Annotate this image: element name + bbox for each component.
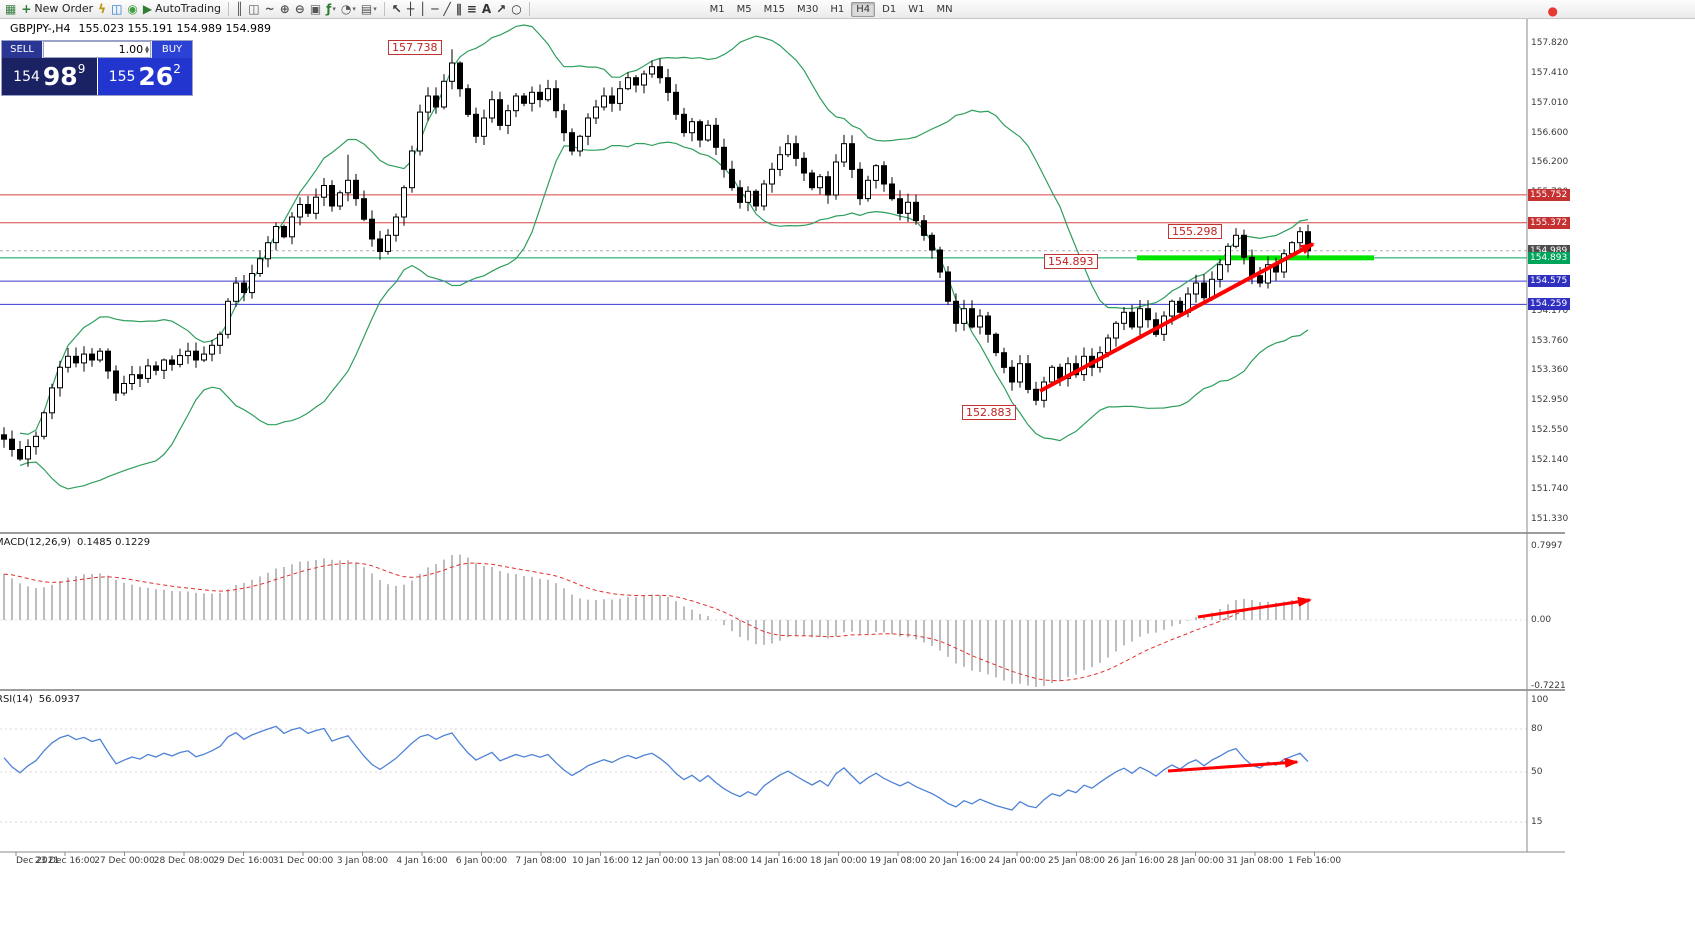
vertical-line-icon[interactable]: │ — [417, 1, 428, 17]
community-icon[interactable]: ◉ — [125, 1, 139, 17]
dropdown-caret-icon[interactable]: ▾ — [352, 5, 356, 13]
panel-frame — [0, 19, 1565, 856]
fibonacci-icon[interactable]: ≡ — [465, 1, 479, 17]
toolbar-right: ● — [1546, 0, 1560, 19]
dropdown-caret-icon[interactable]: ▾ — [332, 5, 336, 13]
bar-chart-icon[interactable]: ║ — [234, 1, 245, 17]
sell-price-sup: 9 — [77, 62, 86, 76]
new-order-button-glyph: + — [21, 2, 32, 16]
periods-icon[interactable]: ◔ ▾ — [339, 1, 358, 17]
zoom-in-icon[interactable]: ⊕ — [278, 1, 292, 17]
new-chart-glyph: ▦ — [5, 2, 17, 16]
zoom-out-icon[interactable]: ⊖ — [293, 1, 307, 17]
autotrading-button-label: AutoTrading — [155, 2, 222, 15]
experts-glyph: ϟ — [98, 2, 107, 16]
volume-value: 1.00 — [118, 43, 144, 56]
toolbar-items: ▦ + New Order ϟ ◫ ◉ ▶ AutoTrading ║ ◫ ~ ⊕ ⊖ ▣ ƒ ▾ ◔ ▾ ▤ ▾ ↖ ┼… — [3, 1, 534, 17]
new-order-button-label: New Order — [34, 2, 94, 15]
crosshair-glyph: ┼ — [406, 2, 415, 16]
support-resistance-lines[interactable] — [0, 194, 1527, 305]
trendline-glyph: ╱ — [443, 2, 451, 16]
tile-windows-icon[interactable]: ▣ — [308, 1, 323, 17]
macd-signal-line — [3, 562, 1309, 682]
terminal-glyph: ◫ — [111, 2, 123, 16]
macd-histogram — [3, 554, 1309, 687]
highlight-band[interactable] — [1137, 255, 1374, 261]
timeframe-h4[interactable]: H4 — [851, 1, 876, 17]
candlestick-chart-icon[interactable]: ◫ — [246, 1, 261, 17]
buy-button[interactable]: BUY — [152, 41, 192, 58]
text-tool-icon[interactable]: A — [480, 1, 493, 17]
timeframe-m1[interactable]: M1 — [709, 3, 725, 15]
trendline-icon[interactable]: ╱ — [442, 1, 453, 17]
autotrading-button[interactable]: ▶ AutoTrading — [141, 1, 223, 17]
periods-glyph: ◔ — [340, 2, 352, 16]
timeframe-w1[interactable]: W1 — [908, 3, 925, 15]
sell-price-base: 154 — [13, 68, 40, 85]
sell-price-button[interactable]: 154 98 9 — [2, 58, 98, 95]
buy-price-button[interactable]: 155 26 2 — [97, 58, 192, 95]
shapes-tool-glyph: ○ — [511, 2, 522, 16]
timeframe-h1[interactable]: H1 — [830, 3, 845, 15]
cursor-icon[interactable]: ↖ — [390, 1, 404, 17]
candlestick-chart-glyph: ◫ — [248, 2, 260, 16]
templates-glyph: ▤ — [360, 2, 373, 16]
one-click-trading-panel: SELL 1.00 ▲ ▼ BUY 154 98 9 155 26 2 — [1, 40, 193, 96]
line-chart-glyph: ~ — [264, 2, 275, 16]
buy-price-base: 155 — [108, 68, 136, 85]
toolbar-separator — [383, 2, 385, 16]
dropdown-caret-icon[interactable]: ▾ — [373, 5, 377, 13]
alert-icon[interactable]: ● — [1547, 3, 1558, 18]
arrows-tool-icon[interactable]: ↗ — [494, 1, 508, 17]
indicators-glyph: ƒ — [326, 2, 332, 16]
zoom-in-glyph: ⊕ — [279, 2, 290, 16]
tile-windows-glyph: ▣ — [309, 2, 322, 16]
sell-button[interactable]: SELL — [2, 41, 42, 58]
buy-price-sup: 2 — [173, 62, 181, 76]
indicator-level-lines — [0, 619, 1527, 823]
candlesticks — [1, 49, 1311, 467]
timeframe-m30[interactable]: M30 — [797, 3, 819, 15]
timeframe-m15[interactable]: M15 — [763, 3, 786, 15]
volume-stepper-icon[interactable]: ▲ ▼ — [145, 44, 149, 55]
timeframe-toolbar: M1 M5 M15 M30 H1 H4 D1 W1 MN — [704, 1, 959, 17]
line-chart-icon[interactable]: ~ — [263, 1, 277, 17]
channel-icon[interactable]: ∥ — [454, 1, 464, 17]
volume-input[interactable]: 1.00 ▲ ▼ — [43, 41, 151, 58]
timeframe-d1[interactable]: D1 — [882, 3, 897, 15]
text-tool-glyph: A — [481, 2, 492, 16]
experts-icon[interactable]: ϟ — [96, 1, 108, 17]
bar-chart-glyph: ║ — [236, 2, 244, 16]
arrows-tool-glyph: ↗ — [496, 2, 507, 16]
autotrading-button-glyph: ▶ — [142, 2, 153, 16]
sell-price-big: 98 — [42, 62, 78, 91]
crosshair-icon[interactable]: ┼ — [405, 1, 416, 17]
templates-icon[interactable]: ▤ ▾ — [359, 1, 379, 17]
new-order-button[interactable]: + New Order — [19, 1, 95, 17]
horizontal-line-icon[interactable]: ─ — [429, 1, 440, 17]
terminal-icon[interactable]: ◫ — [109, 1, 124, 17]
community-glyph: ◉ — [127, 2, 138, 16]
toolbar-separator — [528, 2, 530, 16]
buy-price-big: 26 — [138, 62, 174, 91]
indicators-icon[interactable]: ƒ ▾ — [324, 1, 338, 17]
channel-glyph: ∥ — [455, 2, 462, 16]
toolbar-separator — [228, 2, 230, 16]
rsi-line — [3, 725, 1309, 811]
vertical-line-glyph: │ — [419, 2, 427, 16]
bollinger-bands — [19, 24, 1309, 490]
shapes-tool-icon[interactable]: ○ — [509, 1, 523, 17]
new-chart-icon[interactable]: ▦ — [3, 1, 18, 17]
zoom-out-glyph: ⊖ — [294, 2, 305, 16]
toolbar: ▦ + New Order ϟ ◫ ◉ ▶ AutoTrading ║ ◫ ~ ⊕ ⊖ ▣ ƒ ▾ ◔ ▾ ▤ ▾ ↖ ┼… — [0, 0, 1695, 19]
timeframe-m5[interactable]: M5 — [736, 3, 752, 15]
trend-arrows[interactable] — [1039, 242, 1315, 773]
fibonacci-glyph: ≡ — [466, 2, 477, 16]
horizontal-line-glyph: ─ — [431, 2, 439, 16]
cursor-glyph: ↖ — [391, 2, 402, 16]
timeframe-mn[interactable]: MN — [936, 3, 953, 15]
